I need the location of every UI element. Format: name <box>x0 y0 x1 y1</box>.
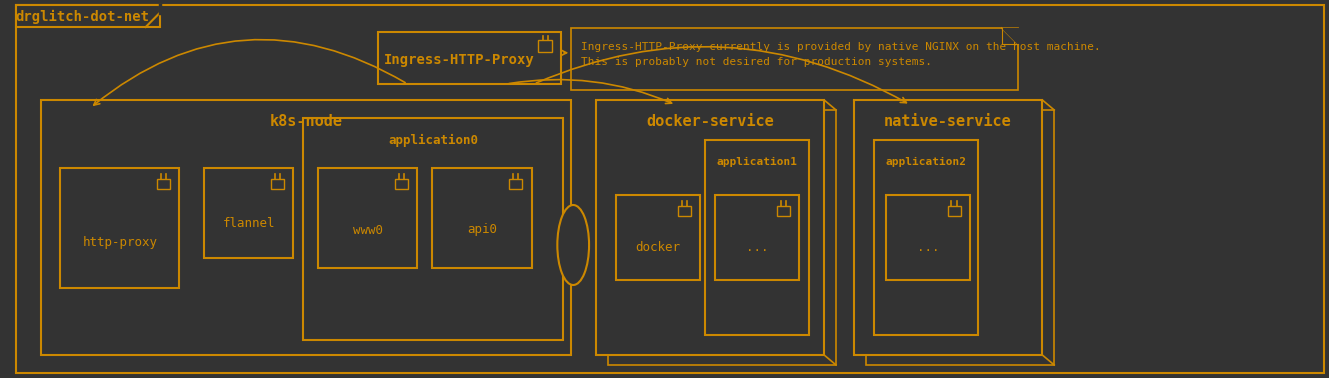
Bar <box>157 179 170 189</box>
Bar <box>706 140 809 335</box>
Ellipse shape <box>557 205 589 285</box>
Bar <box>509 179 522 189</box>
Text: application2: application2 <box>885 157 966 167</box>
Bar <box>948 206 961 216</box>
Polygon shape <box>1002 28 1018 44</box>
Bar <box>615 195 700 280</box>
Bar <box>538 40 553 52</box>
Text: www0: www0 <box>354 223 383 237</box>
Text: ...: ... <box>917 241 940 254</box>
Bar <box>271 179 284 189</box>
Text: docker-service: docker-service <box>646 115 773 130</box>
Bar <box>16 5 159 27</box>
Bar <box>318 168 417 268</box>
Bar <box>571 28 1018 90</box>
Bar <box>595 100 824 355</box>
Bar <box>377 32 561 84</box>
Bar <box>60 168 179 288</box>
Text: api0: api0 <box>466 223 497 237</box>
Bar <box>855 100 1042 355</box>
Bar <box>715 195 799 280</box>
Bar <box>303 118 563 340</box>
Text: drglitch-dot-net: drglitch-dot-net <box>16 10 150 24</box>
Text: application0: application0 <box>388 133 478 147</box>
Bar <box>41 100 571 355</box>
Text: ...: ... <box>746 241 768 254</box>
Bar <box>678 206 691 216</box>
Text: docker: docker <box>635 241 680 254</box>
Bar <box>777 206 789 216</box>
Bar <box>607 110 836 365</box>
Bar <box>865 110 1054 365</box>
Bar <box>432 168 532 268</box>
Text: Ingress-HTTP-Proxy: Ingress-HTTP-Proxy <box>384 53 536 67</box>
Bar <box>873 140 978 335</box>
Bar <box>205 168 294 258</box>
Text: flannel: flannel <box>223 217 275 230</box>
Bar <box>395 179 408 189</box>
Text: application1: application1 <box>716 157 797 167</box>
Text: k8s-node: k8s-node <box>270 115 343 130</box>
Bar <box>885 195 970 280</box>
Text: http-proxy: http-proxy <box>82 236 157 249</box>
Text: native-service: native-service <box>884 115 1011 130</box>
Text: Ingress-HTTP-Proxy currently is provided by native NGINX on the host machine.
Th: Ingress-HTTP-Proxy currently is provided… <box>581 42 1100 67</box>
